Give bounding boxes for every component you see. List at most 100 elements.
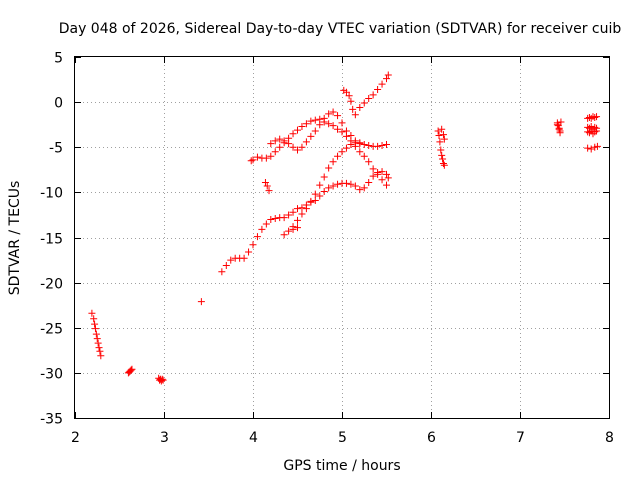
data-point bbox=[320, 173, 328, 181]
data-point bbox=[351, 182, 359, 190]
y-tick-label: -25 bbox=[40, 322, 63, 338]
data-point bbox=[316, 181, 324, 189]
data-point bbox=[329, 108, 337, 116]
data-point bbox=[356, 148, 364, 156]
data-point bbox=[302, 205, 310, 213]
data-point bbox=[311, 127, 319, 135]
data-point bbox=[585, 129, 593, 137]
data-point bbox=[436, 138, 444, 146]
data-point bbox=[329, 158, 337, 166]
data-point bbox=[276, 135, 284, 143]
data-point bbox=[329, 122, 337, 130]
data-point bbox=[439, 159, 447, 167]
data-point bbox=[253, 233, 261, 241]
data-point bbox=[365, 141, 373, 149]
x-tick-label: 5 bbox=[338, 430, 347, 446]
data-point bbox=[587, 114, 595, 122]
series-arc-9 bbox=[298, 108, 364, 151]
data-point bbox=[289, 143, 297, 151]
data-point bbox=[593, 142, 601, 150]
data-point bbox=[329, 182, 337, 190]
series-arc-16 bbox=[553, 118, 565, 137]
data-point bbox=[591, 128, 599, 136]
data-point bbox=[587, 145, 595, 153]
data-points bbox=[88, 71, 601, 385]
data-point bbox=[589, 130, 597, 138]
data-point bbox=[311, 196, 319, 204]
data-point bbox=[158, 375, 166, 383]
data-point bbox=[347, 132, 355, 140]
data-point bbox=[247, 157, 255, 165]
data-point bbox=[435, 132, 443, 140]
data-point bbox=[320, 187, 328, 195]
series-arc-8 bbox=[247, 115, 392, 189]
x-tick-label: 7 bbox=[516, 430, 525, 446]
data-point bbox=[253, 153, 261, 161]
data-point bbox=[280, 231, 288, 239]
data-point bbox=[285, 140, 293, 148]
data-point bbox=[342, 179, 350, 187]
data-point bbox=[276, 143, 284, 151]
data-point bbox=[302, 120, 310, 128]
data-point bbox=[338, 148, 346, 156]
data-point bbox=[94, 339, 102, 347]
data-point bbox=[298, 204, 306, 212]
data-point bbox=[553, 121, 561, 129]
data-point bbox=[374, 142, 382, 150]
data-point bbox=[325, 184, 333, 192]
data-point bbox=[258, 225, 266, 233]
data-point bbox=[311, 190, 319, 198]
data-point bbox=[374, 85, 382, 93]
data-point bbox=[285, 227, 293, 235]
y-axis-label: SDTVAR / TECUs bbox=[7, 181, 23, 296]
data-point bbox=[298, 210, 306, 218]
series-arc-3 bbox=[155, 374, 167, 385]
y-tick-label: -20 bbox=[40, 277, 63, 293]
data-point bbox=[249, 156, 257, 164]
data-point bbox=[263, 182, 271, 190]
series-arc-2 bbox=[124, 365, 136, 377]
data-point bbox=[307, 132, 315, 140]
data-point bbox=[92, 330, 100, 338]
y-tick-label: -30 bbox=[40, 367, 63, 383]
data-point bbox=[128, 365, 136, 373]
series-arc-5 bbox=[218, 168, 390, 276]
series-arc-11 bbox=[261, 178, 273, 195]
data-point bbox=[378, 168, 386, 176]
grid bbox=[75, 57, 609, 418]
data-point bbox=[439, 155, 447, 163]
x-tick-label: 8 bbox=[605, 430, 614, 446]
data-point bbox=[378, 80, 386, 88]
data-point bbox=[369, 172, 377, 180]
data-point bbox=[342, 88, 350, 96]
data-point bbox=[360, 99, 368, 107]
data-point bbox=[356, 104, 364, 112]
data-point bbox=[302, 138, 310, 146]
data-point bbox=[347, 97, 355, 105]
data-point bbox=[378, 141, 386, 149]
data-point bbox=[356, 140, 364, 148]
data-point bbox=[438, 151, 446, 159]
data-point bbox=[294, 216, 301, 224]
data-point bbox=[591, 113, 599, 121]
data-point bbox=[271, 215, 279, 223]
data-point bbox=[437, 146, 445, 154]
data-point bbox=[369, 91, 377, 99]
y-tick-label: 0 bbox=[54, 96, 63, 112]
data-point bbox=[383, 170, 390, 178]
data-point bbox=[316, 121, 324, 129]
data-point bbox=[365, 95, 373, 103]
data-point bbox=[222, 261, 230, 269]
data-point bbox=[584, 144, 592, 152]
data-point bbox=[360, 141, 368, 149]
data-point bbox=[227, 256, 235, 264]
data-point bbox=[197, 298, 205, 306]
series-arc-15 bbox=[438, 125, 448, 143]
data-point bbox=[262, 220, 270, 228]
data-point bbox=[298, 143, 306, 151]
data-point bbox=[289, 208, 297, 216]
data-point bbox=[440, 135, 448, 143]
data-point bbox=[555, 125, 563, 133]
chart-title: Day 048 of 2026, Sidereal Day-to-day VTE… bbox=[59, 21, 622, 37]
